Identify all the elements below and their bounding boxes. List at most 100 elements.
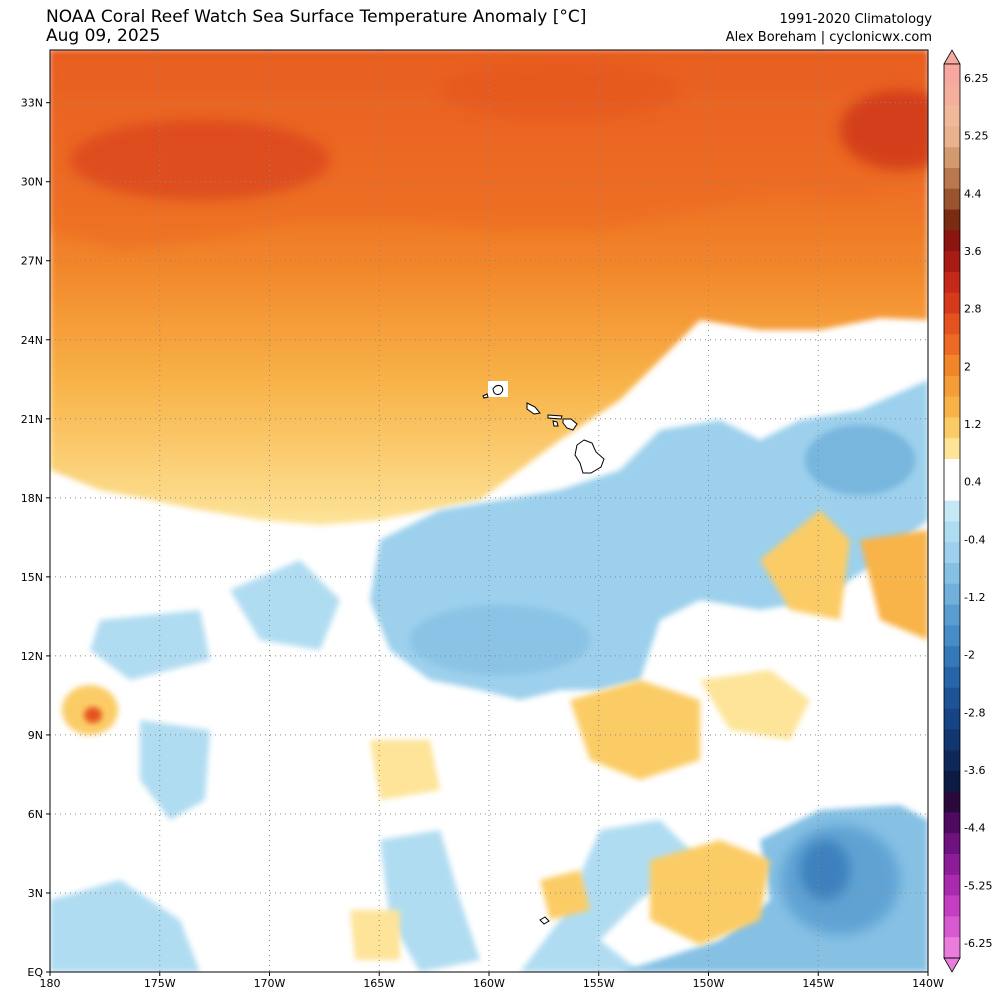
colorbar xyxy=(943,49,961,973)
warm-patch-far-east xyxy=(860,530,928,640)
credit-block: 1991-2020 Climatology Alex Boreham | cyc… xyxy=(726,11,932,47)
colorbar-segment xyxy=(944,916,960,938)
warm-patch-south xyxy=(370,740,440,800)
colorbar-segment xyxy=(944,334,960,356)
colorbar-label: 2 xyxy=(964,360,971,373)
kauai-island xyxy=(492,384,504,395)
graticule xyxy=(50,50,928,972)
lat-tick-label: 30N xyxy=(21,176,43,189)
lat-tick-label: 21N xyxy=(21,413,43,426)
niihau-island xyxy=(482,393,489,399)
lon-tick-label: 170W xyxy=(254,977,286,990)
hawaiian-islands xyxy=(482,381,605,925)
warm-patch-east xyxy=(760,510,850,620)
cool-patch-sw-corner xyxy=(50,880,200,972)
lon-tick-label: 175W xyxy=(144,977,176,990)
colorbar-label: 1.2 xyxy=(964,418,982,431)
colorbar-segment xyxy=(944,750,960,772)
colorbar-segment xyxy=(944,562,960,585)
line-islands-atoll xyxy=(539,916,550,925)
colorbar-label: 3.6 xyxy=(964,245,982,258)
lon-tick-label: 140W xyxy=(912,977,944,990)
colorbar-segment xyxy=(944,542,960,564)
colorbar-segment xyxy=(944,417,960,439)
warm-patch-southeast xyxy=(700,670,810,740)
colorbar-label: 6.25 xyxy=(964,72,989,85)
maui-island xyxy=(562,418,578,431)
warm-core-west xyxy=(70,120,330,200)
colorbar-segment xyxy=(944,895,960,917)
cool-patch-south-central xyxy=(520,820,700,972)
colorbar-segment xyxy=(944,209,960,231)
colorbar-segment xyxy=(944,459,960,481)
colorbar-min-arrow xyxy=(943,957,961,973)
colorbar-segment xyxy=(944,708,960,730)
lon-tick-label: 160W xyxy=(473,977,505,990)
big-island xyxy=(574,439,605,474)
colorbar-segment xyxy=(944,666,960,689)
colorbar-segment xyxy=(944,854,960,876)
molokai-island xyxy=(547,414,563,420)
colorbar-label: 4.4 xyxy=(964,187,982,200)
colorbar-segment xyxy=(944,292,960,314)
lanai-island xyxy=(552,420,559,427)
lat-tick-label: 24N xyxy=(21,334,43,347)
colorbar-label: -5.25 xyxy=(964,879,992,892)
lon-tick-label: 155W xyxy=(583,977,615,990)
cool-core-central xyxy=(410,605,590,675)
colorbar-segment xyxy=(944,64,960,86)
oahu-island xyxy=(526,402,541,415)
colorbar-segment xyxy=(944,646,960,668)
warm-patch-south-central xyxy=(570,680,700,780)
lat-tick-label: 6N xyxy=(28,808,43,821)
colorbar-segment xyxy=(944,188,960,210)
colorbar-labels: 6.25 5.25 4.4 3.6 2.8 2 1.2 0.4 -0.4 -1.2 -2 -2.8 -3… xyxy=(964,72,992,950)
colorbar-segment xyxy=(944,438,960,460)
colorbar-label: -3.6 xyxy=(964,764,985,777)
warm-patch-small xyxy=(540,870,590,920)
colorbar-segment xyxy=(944,874,960,896)
lat-tick-label: EQ xyxy=(27,966,43,979)
colorbar-segment xyxy=(944,84,960,106)
lat-tick-label: 3N xyxy=(28,887,43,900)
colorbar-segment xyxy=(944,937,960,959)
cool-patch-sw xyxy=(140,720,210,820)
lat-tick-label: 9N xyxy=(28,729,43,742)
colorbar-label: 0.4 xyxy=(964,476,982,489)
longitude-axis: 180 175W 170W 165W 160W 155W 150W 145W 140W xyxy=(40,972,944,990)
colorbar-label: -2.8 xyxy=(964,706,985,719)
cool-patch-west xyxy=(230,560,340,650)
lat-tick-label: 18N xyxy=(21,492,43,505)
colorbar-segment xyxy=(944,126,960,148)
colorbar-label: -0.4 xyxy=(964,533,985,546)
colorbar-segment xyxy=(944,521,960,543)
map-title-block: NOAA Coral Reef Watch Sea Surface Temper… xyxy=(46,8,586,46)
colorbar-segment xyxy=(944,147,960,169)
latitude-axis: EQ 3N 6N 9N 12N 15N 18N 21N 24N 27N 30N 33N xyxy=(21,97,50,979)
colorbar-segment xyxy=(944,812,960,834)
colorbar-segment xyxy=(944,230,960,252)
warm-core-north xyxy=(440,60,680,120)
lat-tick-label: 15N xyxy=(21,571,43,584)
colorbar-label: -6.25 xyxy=(964,937,992,950)
lon-tick-label: 165W xyxy=(363,977,395,990)
colorbar-segment xyxy=(944,271,960,293)
colorbar-segment xyxy=(944,355,960,377)
colorbar-frame xyxy=(943,63,961,959)
colorbar-segment xyxy=(944,833,960,855)
colorbar-segment xyxy=(944,791,960,813)
colorbar-segment xyxy=(944,251,960,273)
colorbar-segment xyxy=(944,625,960,647)
colorbar-max-arrow xyxy=(943,49,961,65)
cool-center-southeast xyxy=(800,840,850,900)
colorbar-segment xyxy=(944,396,960,418)
cool-patch-west-2 xyxy=(90,610,210,680)
colorbar-segment xyxy=(944,729,960,751)
colorbar-segment xyxy=(944,375,960,397)
lat-tick-label: 33N xyxy=(21,97,43,110)
colorbar-segment xyxy=(944,500,960,522)
lat-tick-label: 27N xyxy=(21,255,43,268)
colorbar-segment xyxy=(944,770,960,792)
lon-tick-label: 150W xyxy=(693,977,725,990)
